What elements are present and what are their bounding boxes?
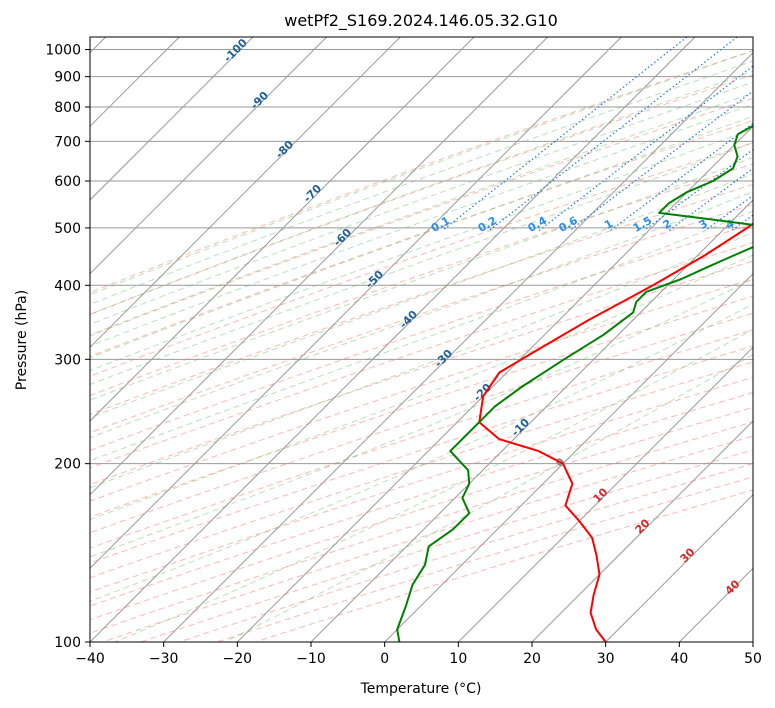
y-axis-label: Pressure (hPa) bbox=[14, 290, 30, 390]
x-tick-label: 0 bbox=[380, 651, 389, 667]
y-tick-label: 700 bbox=[54, 134, 81, 150]
mixing-ratio-line bbox=[538, 65, 753, 231]
y-tick-label: 900 bbox=[54, 70, 81, 86]
dry-adiabat-line bbox=[90, 260, 753, 486]
x-tick-label: −10 bbox=[296, 651, 326, 667]
dry-adiabat-line bbox=[90, 295, 753, 518]
isotherm-line bbox=[90, 37, 401, 349]
y-tick-label: 300 bbox=[54, 352, 81, 368]
x-axis-label: Temperature (°C) bbox=[360, 681, 482, 697]
moist-adiabat-line bbox=[90, 278, 753, 558]
isotherm-line bbox=[90, 37, 328, 275]
isotherm-line bbox=[90, 37, 475, 422]
isotherm-line bbox=[384, 272, 753, 642]
isotherm-line bbox=[90, 37, 696, 642]
y-tick-label: 600 bbox=[54, 174, 81, 190]
x-tick-label: −30 bbox=[149, 651, 179, 667]
x-tick-label: 40 bbox=[670, 651, 688, 667]
dry-adiabat-line bbox=[90, 278, 753, 502]
dry-adiabat-line bbox=[102, 435, 753, 642]
dry-adiabat-line bbox=[90, 329, 753, 549]
isotherm-line bbox=[236, 125, 753, 642]
moist-adiabat-line bbox=[90, 231, 753, 489]
moist-adiabat-line bbox=[90, 70, 753, 315]
profile-series bbox=[396, 124, 753, 642]
moist-adiabat-line bbox=[90, 92, 753, 336]
moist-adiabat-line bbox=[90, 157, 753, 401]
isotherm-line bbox=[457, 346, 753, 642]
moist-adiabat-line bbox=[90, 115, 753, 359]
chart-title: wetPf2_S169.2024.146.05.32.G10 bbox=[284, 11, 558, 31]
x-tick-label: −40 bbox=[75, 651, 105, 667]
x-tick-label: 30 bbox=[597, 651, 615, 667]
isotherm-line bbox=[605, 493, 753, 642]
y-tick-label: 400 bbox=[54, 278, 81, 294]
dry-adiabat-line bbox=[90, 406, 753, 621]
moist-adiabat-line bbox=[90, 103, 753, 347]
dry-adiabat-line bbox=[90, 376, 753, 593]
y-tick-label: 500 bbox=[54, 221, 81, 237]
mixing-ratio-line bbox=[488, 37, 738, 231]
isotherm-line bbox=[90, 37, 549, 496]
moist-adiabat-line bbox=[90, 303, 753, 602]
dry-adiabat-line bbox=[90, 421, 753, 634]
dry-adiabat-line bbox=[90, 50, 753, 294]
y-axis: 100 200 300 400 500 600 700 800 900 1000 bbox=[45, 43, 90, 651]
dry-adiabat-line bbox=[90, 120, 753, 357]
isotherm-line bbox=[310, 199, 753, 642]
dry-adiabat-line bbox=[90, 361, 753, 579]
dry-adiabat-line bbox=[90, 391, 753, 607]
plot-frame bbox=[89, 36, 754, 643]
isotherm-line bbox=[163, 51, 753, 642]
temperature-line bbox=[478, 222, 753, 642]
moist-adiabat-line bbox=[90, 128, 753, 372]
y-tick-label: 1000 bbox=[45, 43, 81, 59]
isotherm-line bbox=[90, 37, 254, 201]
y-tick-label: 200 bbox=[54, 457, 81, 473]
x-axis: −40 −30 −20 −10 0 10 20 30 40 50 bbox=[75, 642, 762, 667]
x-tick-label: −20 bbox=[223, 651, 253, 667]
background-lines bbox=[90, 37, 753, 642]
moist-adiabat-line bbox=[90, 60, 753, 305]
dewpoint-line bbox=[396, 124, 753, 642]
x-tick-label: 20 bbox=[523, 651, 541, 667]
dry-adiabat-line bbox=[90, 312, 753, 534]
isotherm-line bbox=[531, 420, 753, 642]
isotherm-line bbox=[90, 37, 622, 570]
moist-adiabat-line bbox=[90, 210, 753, 462]
moist-adiabat-line bbox=[90, 81, 753, 325]
x-tick-label: 10 bbox=[449, 651, 467, 667]
y-tick-label: 100 bbox=[54, 635, 81, 651]
x-tick-label: 50 bbox=[744, 651, 762, 667]
moist-adiabat-line bbox=[90, 50, 753, 296]
y-tick-label: 800 bbox=[54, 100, 81, 116]
